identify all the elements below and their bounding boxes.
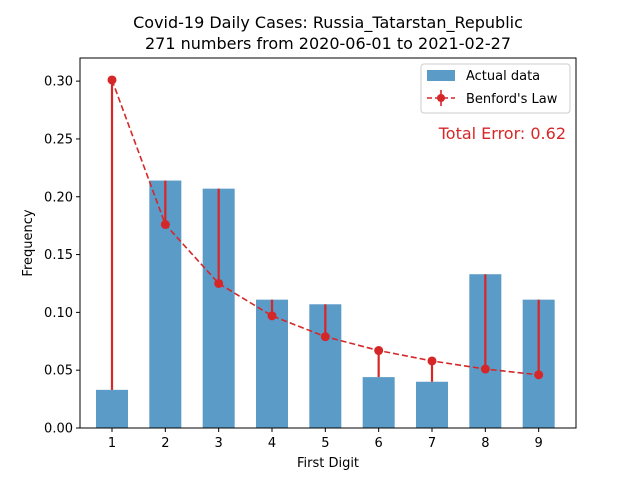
benford-point-digit-7 [427,356,437,366]
y-tick-label-0.10: 0.10 [44,306,73,321]
benford-point-digit-6 [374,346,384,356]
chart-subtitle: 271 numbers from 2020-06-01 to 2021-02-2… [145,34,511,53]
legend-label-actual: Actual data [466,69,540,84]
y-tick-label-0.15: 0.15 [44,248,73,263]
legend-label-benford: Benford's Law [466,92,558,107]
x-axis-label: First Digit [297,456,359,471]
x-tick-label-3: 3 [215,436,223,451]
y-tick-label-0.20: 0.20 [44,190,73,205]
x-axis: 1 2 3 4 5 6 7 8 9 [108,428,543,451]
bar-digit-1 [96,389,128,428]
x-tick-label-7: 7 [428,436,436,451]
x-tick-label-6: 6 [375,436,383,451]
x-tick-label-2: 2 [161,436,169,451]
x-tick-label-1: 1 [108,436,116,451]
benford-point-digit-8 [480,364,490,374]
legend-swatch-actual [427,70,455,81]
error-lines-layer [110,79,540,390]
y-axis: 0.00 0.05 0.10 0.15 0.20 0.25 0.30 [44,75,80,437]
x-tick-label-4: 4 [268,436,276,451]
bar-digit-7 [416,381,448,428]
bar-digit-4 [256,299,288,428]
bar-digit-6 [362,377,395,428]
x-tick-label-5: 5 [321,436,329,451]
benford-point-digit-1 [107,75,117,85]
benford-point-digit-3 [214,278,224,288]
y-tick-label-0.30: 0.30 [44,75,73,90]
benford-point-digit-9 [534,370,544,380]
legend-box [420,63,571,114]
y-tick-label-0.05: 0.05 [44,364,73,379]
benford-point-digit-5 [320,332,330,342]
benford-point-digit-2 [160,220,170,229]
benford-line-layer [107,75,544,380]
plot-frame [79,57,577,429]
legend: Actual data Benford's Law [420,63,571,114]
x-tick-label-8: 8 [481,436,489,451]
benford-point-digit-4 [267,311,277,321]
y-axis-label: Frequency [21,209,36,276]
legend-swatch-benford-marker [437,94,445,102]
y-tick-label-0.00: 0.00 [44,422,73,437]
chart-title: Covid-19 Daily Cases: Russia_Tatarstan_R… [133,13,523,33]
x-tick-label-9: 9 [535,436,543,451]
total-error-annotation: Total Error: 0.62 [438,124,566,143]
y-tick-label-0.25: 0.25 [44,132,73,147]
